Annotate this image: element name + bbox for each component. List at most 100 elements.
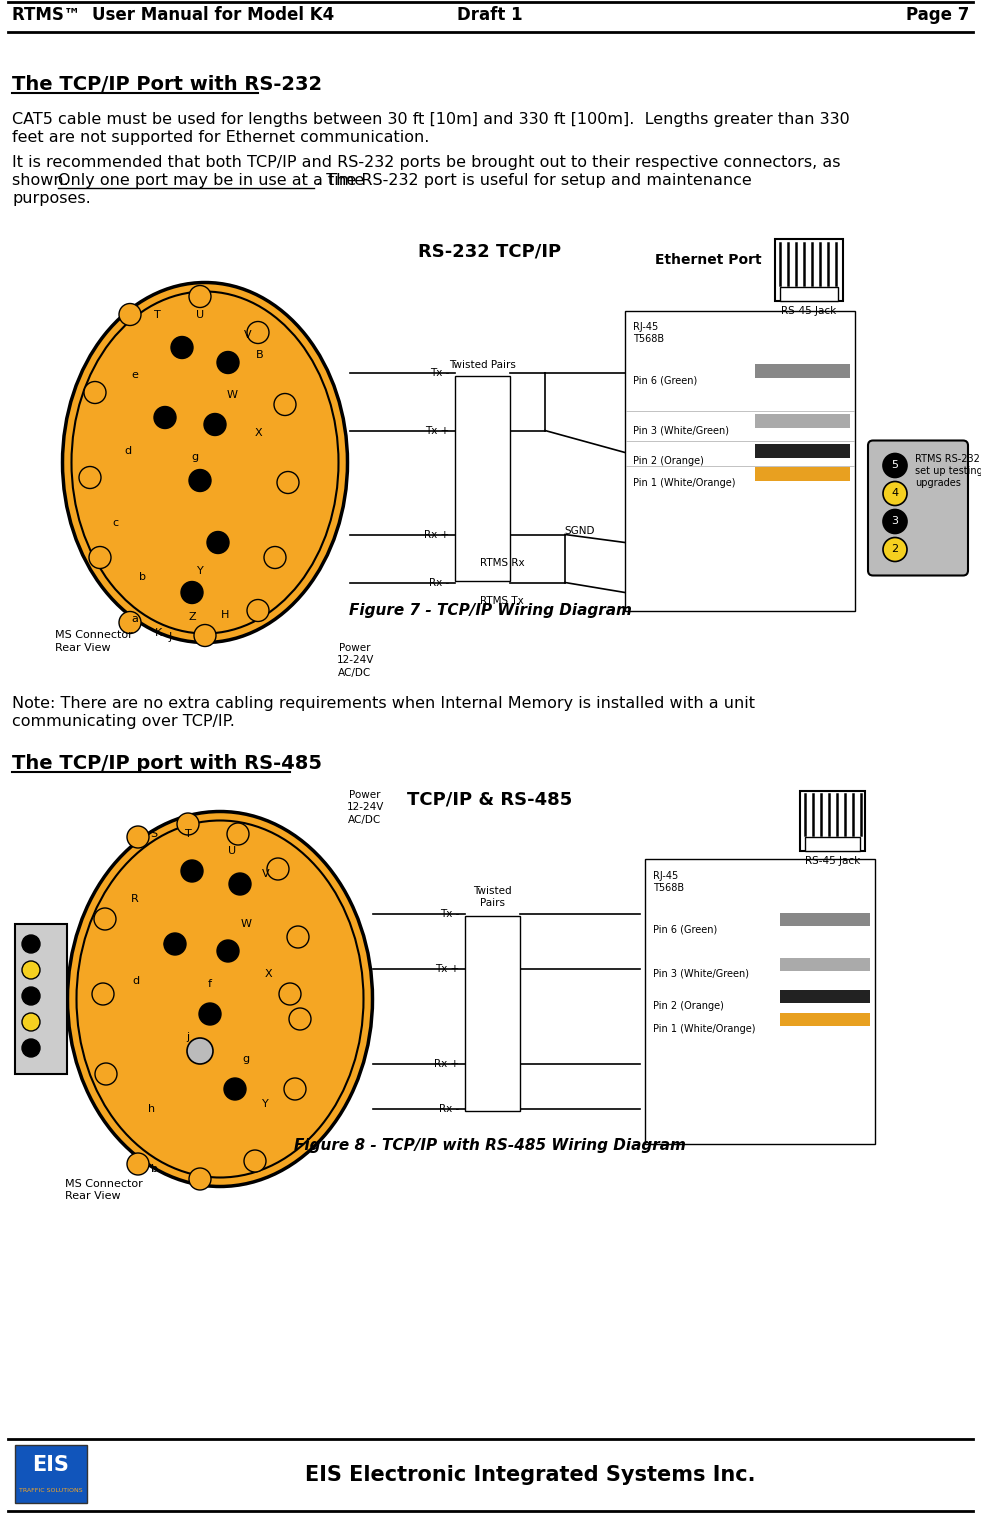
Circle shape: [189, 470, 211, 491]
Bar: [755, 364, 850, 377]
Text: g: g: [242, 1054, 249, 1065]
Circle shape: [229, 873, 251, 894]
Circle shape: [284, 1078, 306, 1100]
Circle shape: [22, 1013, 40, 1031]
Text: g: g: [191, 453, 198, 462]
Circle shape: [22, 987, 40, 1005]
Circle shape: [883, 537, 907, 561]
Text: B: B: [256, 350, 264, 359]
Text: RTMS Tx: RTMS Tx: [480, 596, 524, 605]
Circle shape: [207, 531, 229, 554]
Text: e: e: [131, 370, 138, 380]
Circle shape: [247, 321, 269, 344]
Bar: [15, 1445, 87, 1503]
Text: RTMS™  User Manual for Model K4: RTMS™ User Manual for Model K4: [12, 6, 335, 24]
Text: The TCP/IP Port with RS-232: The TCP/IP Port with RS-232: [12, 75, 322, 94]
Circle shape: [883, 482, 907, 505]
Circle shape: [217, 940, 239, 961]
Circle shape: [247, 599, 269, 622]
Text: . The RS-232 port is useful for setup and maintenance: . The RS-232 port is useful for setup an…: [316, 173, 751, 189]
Text: b: b: [138, 572, 145, 583]
Bar: [780, 286, 838, 301]
Text: RTMS Rx: RTMS Rx: [480, 558, 525, 567]
Circle shape: [264, 546, 286, 569]
Text: W: W: [227, 389, 237, 400]
Bar: [755, 444, 850, 458]
Text: Y: Y: [262, 1100, 269, 1109]
Text: RS-45 Jack: RS-45 Jack: [782, 306, 837, 315]
Text: Twisted
Pairs: Twisted Pairs: [473, 887, 512, 908]
Circle shape: [199, 1002, 221, 1025]
Circle shape: [274, 394, 296, 415]
Circle shape: [22, 935, 40, 954]
Text: TCP/IP & RS-485: TCP/IP & RS-485: [407, 789, 573, 808]
Bar: [755, 414, 850, 427]
Text: Pin 6 (Green): Pin 6 (Green): [653, 923, 717, 934]
Circle shape: [194, 625, 216, 646]
Bar: [465, 916, 520, 1110]
Circle shape: [289, 1008, 311, 1030]
Bar: [645, 859, 875, 1144]
Text: The TCP/IP port with RS-485: The TCP/IP port with RS-485: [12, 754, 322, 773]
Text: Rx -: Rx -: [429, 578, 449, 587]
Text: f: f: [158, 412, 162, 423]
Circle shape: [181, 581, 203, 604]
Text: U: U: [196, 309, 204, 319]
Text: Twisted Pairs: Twisted Pairs: [449, 359, 516, 370]
Text: R: R: [131, 894, 139, 903]
Text: H: H: [221, 610, 230, 619]
Text: Tx -: Tx -: [430, 368, 449, 377]
Circle shape: [204, 414, 226, 435]
Text: K: K: [154, 628, 162, 637]
Text: 3: 3: [892, 517, 899, 526]
Bar: [780, 913, 870, 926]
Circle shape: [227, 823, 249, 846]
Circle shape: [127, 1153, 149, 1176]
Text: Pin 2 (Orange): Pin 2 (Orange): [653, 1001, 724, 1011]
Circle shape: [177, 814, 199, 835]
Bar: [800, 791, 865, 852]
Circle shape: [883, 510, 907, 534]
Bar: [755, 467, 850, 481]
Circle shape: [119, 611, 141, 634]
FancyBboxPatch shape: [868, 441, 968, 575]
Circle shape: [244, 1150, 266, 1173]
Text: RS-232 TCP/IP: RS-232 TCP/IP: [419, 242, 561, 260]
Circle shape: [79, 467, 101, 488]
Bar: [780, 1013, 870, 1027]
Circle shape: [164, 932, 186, 955]
Text: EIS: EIS: [32, 1456, 70, 1475]
Text: RJ-45
T568B: RJ-45 T568B: [633, 322, 664, 344]
Text: Note: There are no extra cabling requirements when Internal Memory is installed : Note: There are no extra cabling require…: [12, 697, 755, 710]
Circle shape: [22, 961, 40, 980]
Text: TRAFFIC SOLUTIONS: TRAFFIC SOLUTIONS: [20, 1489, 82, 1494]
Text: Draft 1: Draft 1: [457, 6, 523, 24]
Text: Page 7: Page 7: [905, 6, 969, 24]
Circle shape: [89, 546, 111, 569]
Text: Pin 1 (White/Orange): Pin 1 (White/Orange): [653, 1024, 755, 1034]
Circle shape: [189, 1168, 211, 1189]
Text: communicating over TCP/IP.: communicating over TCP/IP.: [12, 713, 234, 729]
Circle shape: [287, 926, 309, 948]
Circle shape: [883, 453, 907, 478]
Text: Pin 2 (Orange): Pin 2 (Orange): [633, 455, 704, 465]
Text: d: d: [125, 446, 131, 455]
Circle shape: [154, 406, 176, 429]
Text: MS Connector
Rear View: MS Connector Rear View: [55, 631, 132, 653]
Text: 5: 5: [892, 461, 899, 470]
Text: Rx -: Rx -: [439, 1104, 459, 1113]
Text: b: b: [151, 1164, 159, 1174]
Text: Only one port may be in use at a time: Only one port may be in use at a time: [58, 173, 364, 189]
Bar: [15, 923, 67, 1074]
Text: Rx +: Rx +: [424, 529, 449, 540]
Text: d: d: [132, 976, 139, 986]
Bar: [775, 239, 843, 301]
Text: Figure 8 - TCP/IP with RS-485 Wiring Diagram: Figure 8 - TCP/IP with RS-485 Wiring Dia…: [294, 1138, 686, 1153]
Text: RS-45 Jack: RS-45 Jack: [804, 856, 860, 865]
Circle shape: [171, 336, 193, 359]
Circle shape: [267, 858, 289, 881]
Text: Pin 3 (White/Green): Pin 3 (White/Green): [633, 426, 729, 435]
Circle shape: [84, 382, 106, 403]
Text: Figure 7 - TCP/IP Wiring Diagram: Figure 7 - TCP/IP Wiring Diagram: [348, 602, 632, 618]
Text: Pin 1 (White/Orange): Pin 1 (White/Orange): [633, 479, 736, 488]
